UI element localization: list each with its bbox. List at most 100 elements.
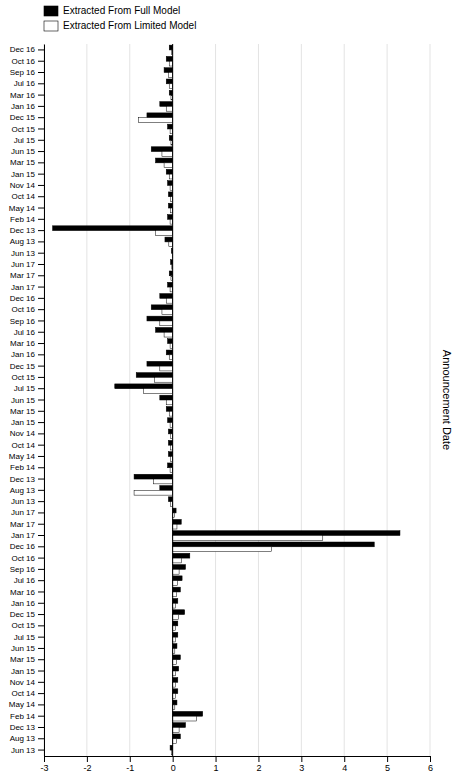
x-tick: 1 xyxy=(214,756,219,773)
y-tick-label: Jan 16 xyxy=(11,350,36,359)
y-tick-mark xyxy=(38,671,44,672)
x-tick-mark xyxy=(44,756,45,762)
bar xyxy=(173,592,177,597)
y-tick-mark xyxy=(38,287,44,288)
y-tick-label: Oct 14 xyxy=(11,689,35,698)
legend-item: Extracted From Full Model xyxy=(44,5,180,16)
y-tick: Oct 14 xyxy=(11,441,44,450)
bar xyxy=(169,84,172,89)
y-tick-label: Dec 13 xyxy=(10,723,36,732)
grid-line xyxy=(258,44,259,756)
x-tick: -3 xyxy=(40,756,48,773)
bar xyxy=(173,621,178,626)
bar xyxy=(173,542,375,547)
y-tick: Nov 14 xyxy=(10,181,44,190)
y-tick-label: Jan 15 xyxy=(11,170,36,179)
y-tick-mark xyxy=(38,343,44,344)
bar xyxy=(173,536,323,541)
y-tick-mark xyxy=(38,140,44,141)
y-tick-mark xyxy=(38,648,44,649)
y-tick-mark xyxy=(38,501,44,502)
y-tick: Sep 16 xyxy=(10,68,44,77)
bar xyxy=(169,135,172,140)
y-tick: Jan 15 xyxy=(11,667,44,676)
y-tick-label: Dec 16 xyxy=(10,45,36,54)
y-tick-label: Mar 15 xyxy=(10,407,35,416)
bar xyxy=(168,418,173,423)
y-tick-label: Jul 16 xyxy=(14,328,36,337)
y-tick-label: Feb 14 xyxy=(10,215,35,224)
x-tick: -1 xyxy=(126,756,134,773)
bar xyxy=(166,56,172,61)
bar xyxy=(169,242,173,247)
y-tick: Sep 16 xyxy=(10,317,44,326)
y-tick: Oct 14 xyxy=(11,192,44,201)
bar xyxy=(173,531,400,536)
grid-line xyxy=(344,44,345,756)
y-tick-label: Dec 15 xyxy=(10,113,36,122)
y-tick: Jun 17 xyxy=(11,508,44,517)
bar xyxy=(173,615,179,620)
y-tick-mark xyxy=(38,106,44,107)
bar xyxy=(173,655,181,660)
y-tick: Sep 16 xyxy=(10,565,44,574)
bar xyxy=(162,310,173,315)
x-axis-line xyxy=(45,757,431,763)
x-tick-mark xyxy=(87,756,88,762)
bar xyxy=(144,389,173,394)
y-tick-mark xyxy=(38,693,44,694)
bar xyxy=(164,68,173,73)
bar xyxy=(160,366,173,371)
y-tick-label: Dec 15 xyxy=(10,362,36,371)
bar xyxy=(173,519,182,524)
y-tick: Jul 16 xyxy=(14,328,44,337)
y-tick-mark xyxy=(38,535,44,536)
grid-line xyxy=(129,44,130,756)
y-tick: Oct 15 xyxy=(11,373,44,382)
bar xyxy=(169,355,172,360)
y-tick-label: Oct 14 xyxy=(11,441,35,450)
bar xyxy=(164,163,173,168)
bar xyxy=(168,440,172,445)
x-tick-label: -3 xyxy=(40,763,48,773)
legend-item: Extracted From Limited Model xyxy=(44,20,196,31)
y-tick-mark xyxy=(38,354,44,355)
bar xyxy=(173,716,197,721)
y-tick: Jul 15 xyxy=(14,633,44,642)
y-tick: Jun 13 xyxy=(11,249,44,258)
y-tick: Mar 16 xyxy=(10,339,44,348)
y-tick-label: Jan 17 xyxy=(11,531,36,540)
bar xyxy=(173,565,186,570)
bar xyxy=(173,524,177,529)
x-tick: 2 xyxy=(256,756,261,773)
y-tick: Nov 14 xyxy=(10,678,44,687)
y-tick-label: Dec 13 xyxy=(10,475,36,484)
y-tick-label: Oct 16 xyxy=(11,554,35,563)
bar xyxy=(169,45,172,50)
y-tick: Mar 15 xyxy=(10,158,44,167)
bar xyxy=(166,106,172,111)
y-tick-mark xyxy=(38,309,44,310)
y-tick-mark xyxy=(38,366,44,367)
bar xyxy=(115,384,173,389)
legend-swatch xyxy=(44,6,58,16)
y-tick-mark xyxy=(38,433,44,434)
y-tick-mark xyxy=(38,637,44,638)
y-tick: Jan 15 xyxy=(11,418,44,427)
x-tick-mark xyxy=(130,756,131,762)
y-axis: Dec 16 Oct 16 Sep 16 Jul 16 Mar 16 Jan 16 Dec … xyxy=(9,45,45,757)
bar xyxy=(147,113,173,118)
bar xyxy=(168,181,173,186)
bar xyxy=(136,373,172,378)
y-tick: Oct 16 xyxy=(11,305,44,314)
x-tick-mark xyxy=(387,756,388,762)
y-tick-label: Dec 16 xyxy=(10,542,36,551)
y-axis-line xyxy=(44,45,45,757)
y-tick: Jan 15 xyxy=(11,170,44,179)
grid-line xyxy=(215,44,216,756)
y-tick-label: Feb 14 xyxy=(10,463,35,472)
y-tick-label: Oct 15 xyxy=(11,373,35,382)
x-axis: -3-2-10123456 xyxy=(40,756,433,773)
y-tick: Oct 16 xyxy=(11,554,44,563)
y-tick: Jun 15 xyxy=(11,396,44,405)
